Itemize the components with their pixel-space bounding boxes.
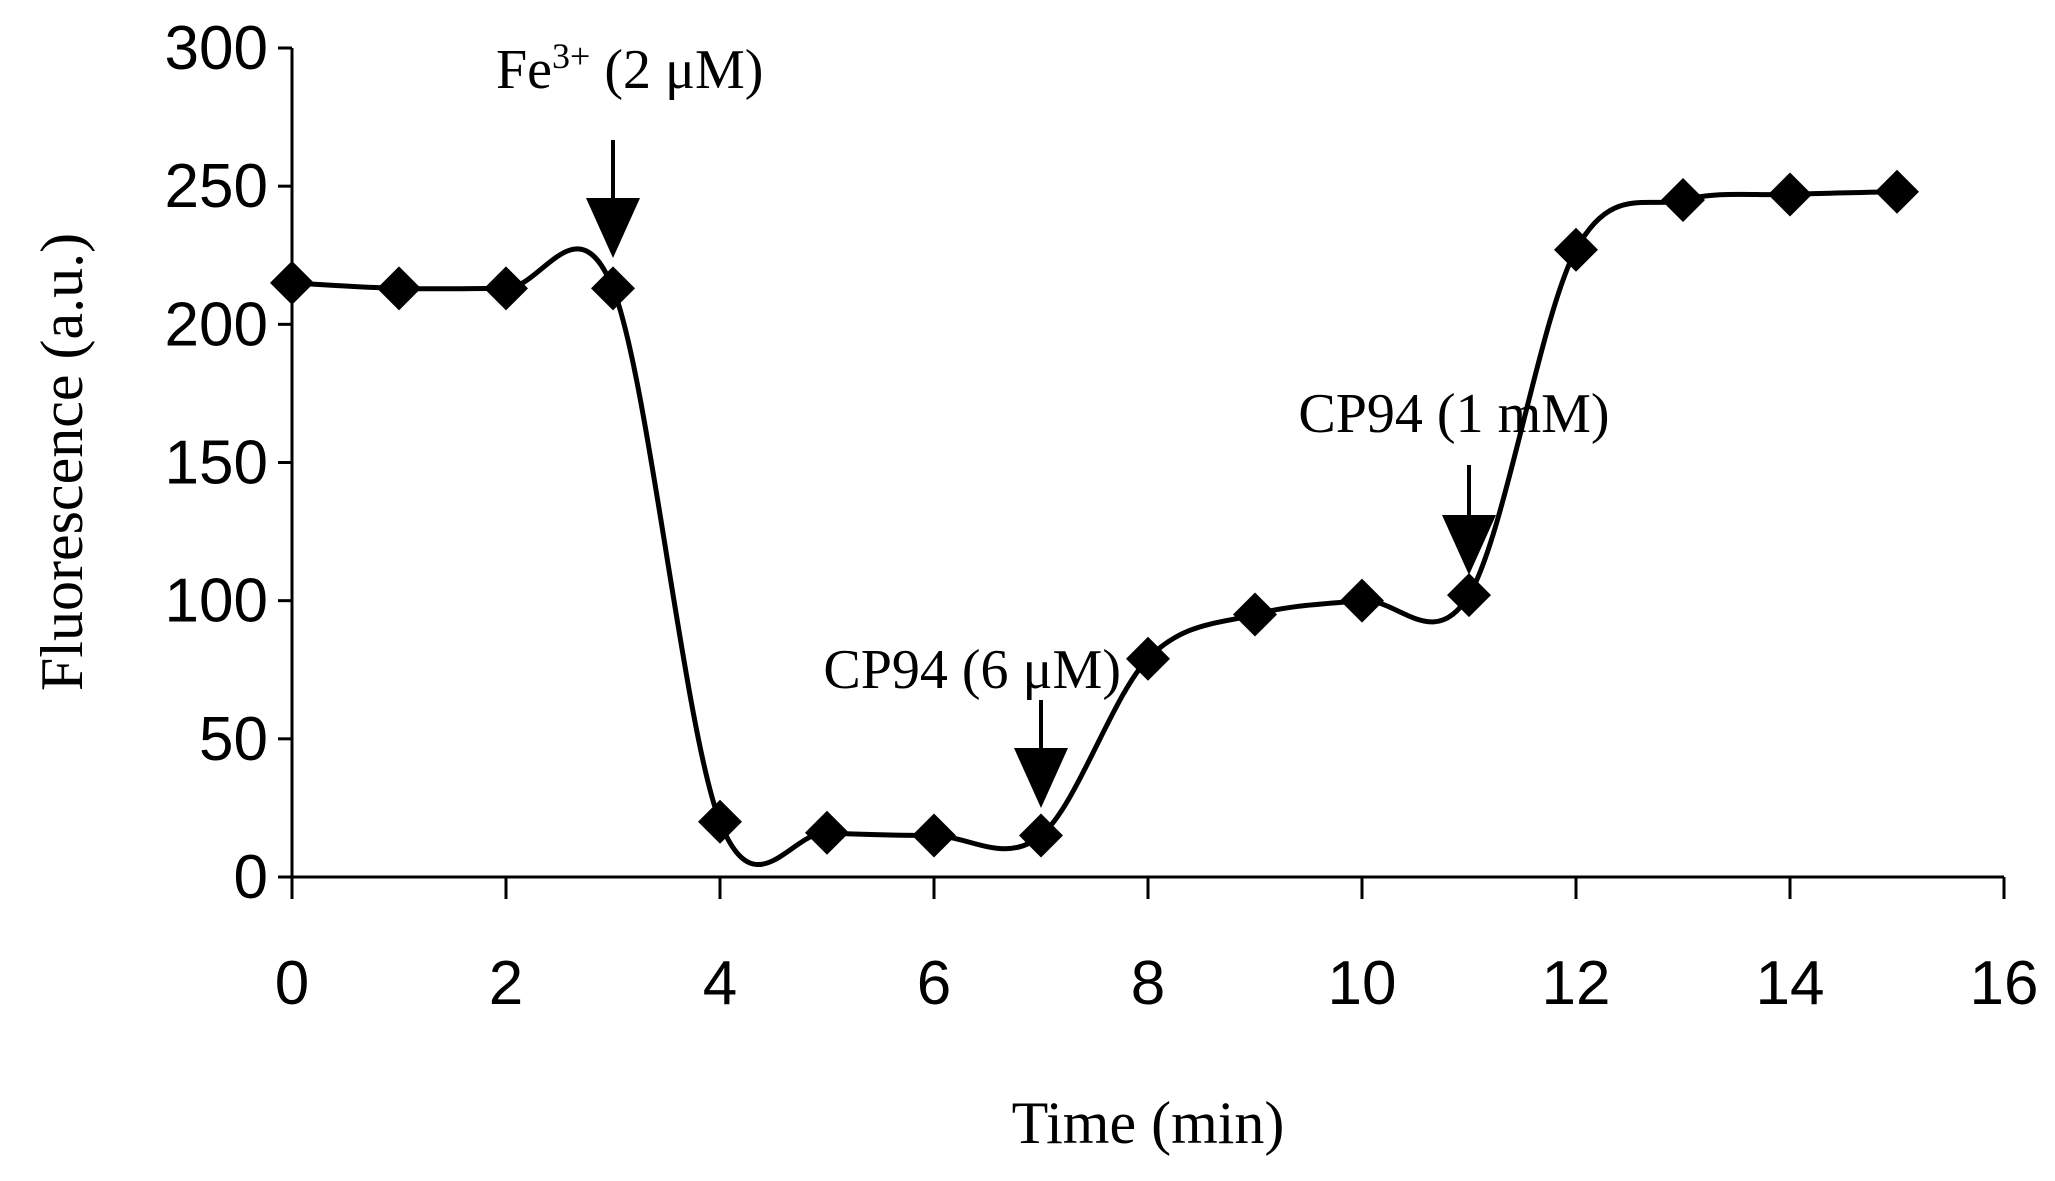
annotation-cp94-6um-label: CP94 (6 μM) — [823, 639, 1121, 701]
data-point-marker — [698, 799, 742, 844]
x-tick-label: 12 — [1542, 949, 1611, 1018]
data-point-marker — [1447, 573, 1491, 618]
data-point-marker — [591, 266, 635, 311]
down-arrow-icon — [586, 198, 640, 258]
x-tick-label: 0 — [275, 949, 309, 1018]
y-axis-title: Fluorescence (a.u.) — [29, 233, 95, 691]
data-markers — [270, 169, 1919, 858]
down-arrow-icon — [1442, 515, 1496, 575]
x-tick-label: 2 — [489, 949, 523, 1018]
data-point-marker — [1768, 172, 1812, 217]
data-point-marker — [1126, 636, 1170, 681]
data-point-marker — [1554, 227, 1598, 272]
data-point-marker — [1233, 592, 1277, 637]
axes: 0 50 100 150 200 250 300 0 2 4 6 8 10 12 14 16 — [165, 14, 2039, 1018]
data-point-marker — [805, 810, 849, 855]
x-tick-label: 14 — [1756, 949, 1825, 1018]
y-tick-label: 200 — [165, 290, 268, 359]
data-point-marker — [912, 813, 956, 858]
data-point-marker — [377, 266, 421, 311]
data-point-marker — [270, 260, 314, 305]
data-point-marker — [484, 266, 528, 311]
x-axis-title: Time (min) — [1012, 1090, 1285, 1156]
y-tick-label: 300 — [165, 14, 268, 83]
data-point-marker — [1875, 169, 1919, 214]
y-tick-label: 150 — [165, 429, 268, 498]
annotation-arrows — [586, 140, 1496, 808]
annotation-cp94-1mm-label: CP94 (1 mM) — [1298, 383, 1609, 445]
y-tick-label: 100 — [165, 567, 268, 636]
x-tick-label: 6 — [917, 949, 951, 1018]
y-axis-ticks: 0 50 100 150 200 250 300 — [165, 14, 292, 912]
series-line — [291, 189, 1898, 867]
y-tick-label: 250 — [165, 152, 268, 221]
x-tick-label: 10 — [1328, 949, 1397, 1018]
x-tick-label: 16 — [1970, 949, 2039, 1018]
x-axis-ticks: 0 2 4 6 8 10 12 14 16 — [275, 877, 2039, 1018]
x-tick-label: 8 — [1131, 949, 1165, 1018]
annotation-fe-label: Fe3+ (2 μM) — [496, 36, 763, 101]
y-tick-label: 50 — [199, 705, 268, 774]
data-point-marker — [1019, 813, 1063, 858]
down-arrow-icon — [1014, 748, 1068, 808]
x-tick-label: 4 — [703, 949, 737, 1018]
data-point-marker — [1340, 578, 1384, 623]
annotations: Fe3+ (2 μM) CP94 (6 μM) CP94 (1 mM) — [496, 36, 1610, 808]
series-group — [270, 169, 1919, 867]
data-point-marker — [1661, 177, 1705, 222]
y-tick-label: 0 — [234, 843, 268, 912]
